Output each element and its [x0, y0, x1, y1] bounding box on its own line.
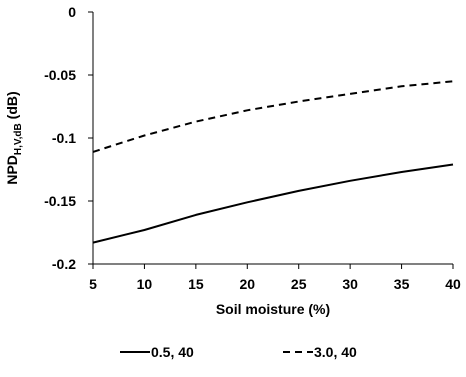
y-tick-label: -0.15	[44, 193, 76, 209]
x-tick-label: 15	[188, 276, 204, 292]
series-line-2	[92, 80, 454, 153]
axes: 5 10 15 20 25 30 35 40 0 -0.05 -0.1 -0.15 -0.2	[44, 4, 461, 292]
legend-label-1: 0.5, 40	[151, 344, 194, 360]
y-axis-title-main: NPD	[4, 155, 20, 185]
y-axis-title: NPDH,V,dB (dB)	[4, 91, 24, 184]
x-tick-label: 5	[89, 276, 97, 292]
y-tick-label: 0	[68, 4, 76, 20]
legend-label-2: 3.0, 40	[314, 344, 357, 360]
y-tick-label: -0.05	[44, 67, 76, 83]
x-tick-label: 25	[291, 276, 307, 292]
series-layer	[92, 80, 454, 244]
legend: 0.5, 40 3.0, 40	[120, 344, 357, 360]
y-axis-title-subscript: H,V,dB	[13, 123, 24, 155]
x-tick-label: 40	[445, 276, 461, 292]
y-tick-label: -0.1	[52, 130, 76, 146]
y-axis-title-suffix: (dB)	[4, 91, 20, 123]
x-axis-title: Soil moisture (%)	[216, 301, 330, 317]
x-tick-label: 30	[342, 276, 358, 292]
series-line-1	[92, 163, 454, 244]
y-tick-label: -0.2	[52, 256, 76, 272]
x-tick-label: 20	[239, 276, 255, 292]
x-tick-label: 35	[394, 276, 410, 292]
x-tick-label: 10	[137, 276, 153, 292]
